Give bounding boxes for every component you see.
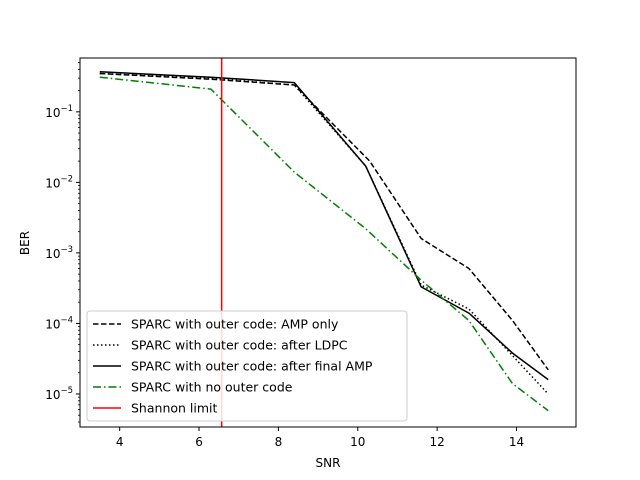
y-tick-label: 10−3: [45, 245, 73, 261]
legend-box: [86, 310, 408, 422]
x-tick-label: 8: [275, 435, 283, 449]
series-line-3: [99, 71, 549, 381]
series-line-1: [99, 72, 549, 371]
y-tick-label: 10−1: [45, 104, 73, 120]
x-axis-ticks: 4 6 8 10 12 14: [116, 427, 524, 449]
x-tick-label: 14: [509, 435, 524, 449]
axes-frame: [79, 57, 577, 428]
x-tick-label: 12: [429, 435, 444, 449]
y-axis-label: BER: [18, 231, 32, 255]
y-tick-label: 10−4: [45, 315, 73, 331]
x-tick-label: 6: [195, 435, 203, 449]
y-axis-ticks: 10−5 10−4 10−3 10−2 10−1: [45, 62, 80, 423]
legend-entry-label: SPARC with outer code: after LDPC: [131, 338, 348, 353]
x-tick-label: 4: [116, 435, 124, 449]
legend-entry-label: SPARC with outer code: after final AMP: [131, 359, 373, 374]
legend: SPARC with outer code: AMP only SPARC wit…: [86, 310, 408, 422]
legend-entry-label: SPARC with outer code: AMP only: [131, 317, 339, 332]
y-tick-label: 10−5: [45, 386, 73, 402]
plot-area: [99, 58, 549, 427]
x-axis-label: SNR: [316, 456, 341, 470]
series-line-4: [99, 76, 549, 412]
legend-entry-label: Shannon limit: [131, 401, 218, 416]
legend-entry-label: SPARC with no outer code: [131, 380, 293, 395]
y-tick-label: 10−2: [45, 174, 73, 190]
x-tick-label: 10: [350, 435, 365, 449]
